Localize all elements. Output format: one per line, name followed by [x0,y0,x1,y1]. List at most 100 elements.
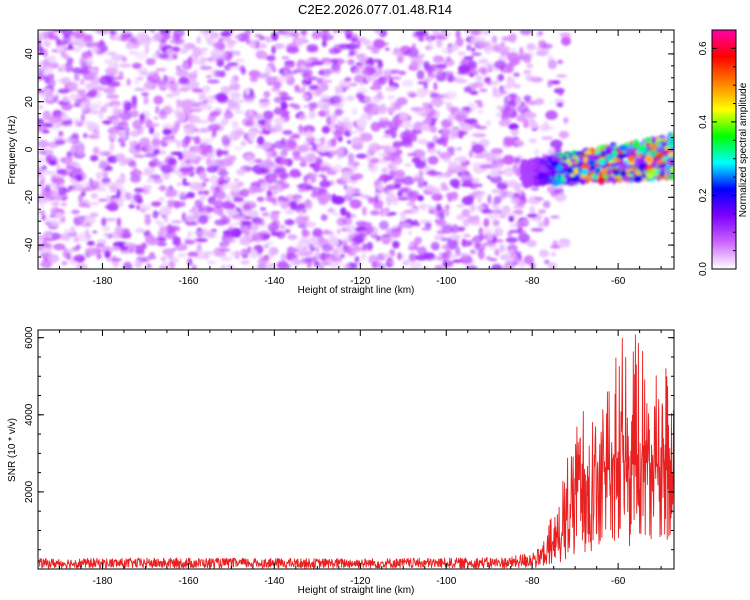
heatmap-cell [289,258,302,266]
heatmap-signal-cell [657,159,664,165]
heatmap-cell [243,225,248,232]
heatmap-cell [399,114,408,121]
heatmap-cell [369,58,383,63]
heatmap-signal-cell [524,182,532,186]
heatmap-cell [513,205,525,209]
heatmap-cell [155,67,167,72]
heatmap-cell [385,195,398,203]
heatmap-cell [250,223,260,231]
heatmap-cell [247,129,258,139]
heatmap-cell [287,234,298,241]
heatmap-cell [282,130,293,135]
heatmap-cell [362,39,372,46]
heatmap-signal-cell [611,168,618,172]
heatmap-cell [272,80,282,90]
heatmap-cell [531,187,539,191]
heatmap-cell [129,109,139,118]
heatmap-cell [133,154,146,158]
heatmap-cell [508,123,519,130]
heatmap-cell [116,217,122,227]
heatmap-cell [507,231,513,237]
heatmap-cell [74,222,83,227]
heatmap-cell [528,138,538,144]
heatmap-cell [186,125,198,129]
heatmap-cell [316,142,322,149]
heatmap-cell [38,139,49,149]
heatmap-cell [311,61,325,66]
heatmap-cell [39,261,51,268]
heatmap-cell [489,169,499,178]
heatmap-cell [135,169,141,174]
heatmap-cell [90,102,98,111]
heatmap-cell [526,239,537,248]
heatmap-cell [186,191,195,199]
heatmap-cell [374,194,379,205]
heatmap-cell [384,129,393,135]
heatmap-cell [452,238,459,247]
heatmap-cell [312,187,325,196]
heatmap-cell [199,65,213,70]
heatmap-cell [142,119,148,124]
heatmap-cell [240,260,250,265]
heatmap-cell [176,139,181,149]
heatmap-cell [61,261,68,266]
heatmap-cell [66,252,71,261]
heatmap-cell [382,156,396,161]
heatmap-cell [416,139,429,144]
heatmap-cell [233,146,243,151]
heatmap-cell [373,30,383,35]
heatmap-cell [86,91,97,98]
heatmap-cell [192,60,205,65]
snr-y-tick-label: 4000 [24,403,35,426]
heatmap-cell [444,204,450,211]
heatmap-cell [510,197,520,204]
heatmap-cell [228,133,234,139]
heatmap-cell [373,180,379,188]
heatmap-cell [320,95,331,100]
heatmap-cell [76,263,88,269]
heatmap-cell [227,227,236,234]
heatmap-cell [332,213,341,216]
heatmap-cell [473,242,480,249]
heatmap-cell [430,125,437,133]
heatmap-cell [435,234,446,240]
heatmap-cell [510,128,520,137]
heatmap-cell [38,210,46,214]
heatmap-cell [192,46,202,57]
heatmap-cell [334,85,343,95]
heatmap-cell [309,162,316,168]
heatmap-cell [439,212,445,221]
heatmap-cell [446,56,452,62]
heatmap-cell [453,156,467,163]
heatmap-cell [289,248,299,253]
heatmap-cell [280,159,289,166]
heatmap-cell [271,45,276,55]
heatmap-cell [417,180,425,189]
heatmap-signal-cell [526,170,535,178]
heatmap-cell [537,221,546,228]
heatmap-signal-cell [541,156,549,161]
heatmap-cell [154,71,159,81]
heatmap-cell [251,114,265,120]
heatmap-cell [437,70,443,74]
heatmap-signal-cell [579,156,583,164]
heatmap-cell [524,96,530,103]
heatmap-cell [322,175,327,183]
heatmap-cell [435,63,447,70]
heatmap-cell [457,226,466,232]
heatmap-cell [515,97,522,106]
heatmap-cell [444,208,450,217]
colorbar-ticks: 0.0 0.2 0.4 0.6 [698,41,736,276]
colorbar-tick-label: 0.4 [698,115,709,129]
heatmap-signal-cell [525,176,530,184]
heatmap-cell [414,236,423,245]
heatmap-cell [298,210,304,218]
heatmap-cell [135,51,148,60]
heatmap-cell [54,139,66,146]
heatmap-cell [242,203,252,212]
heatmap-cell [111,134,118,139]
heatmap-cell [226,38,233,49]
heatmap-cell [123,103,129,114]
heatmap-signal-cell [663,146,670,150]
heatmap-cell [171,220,183,224]
